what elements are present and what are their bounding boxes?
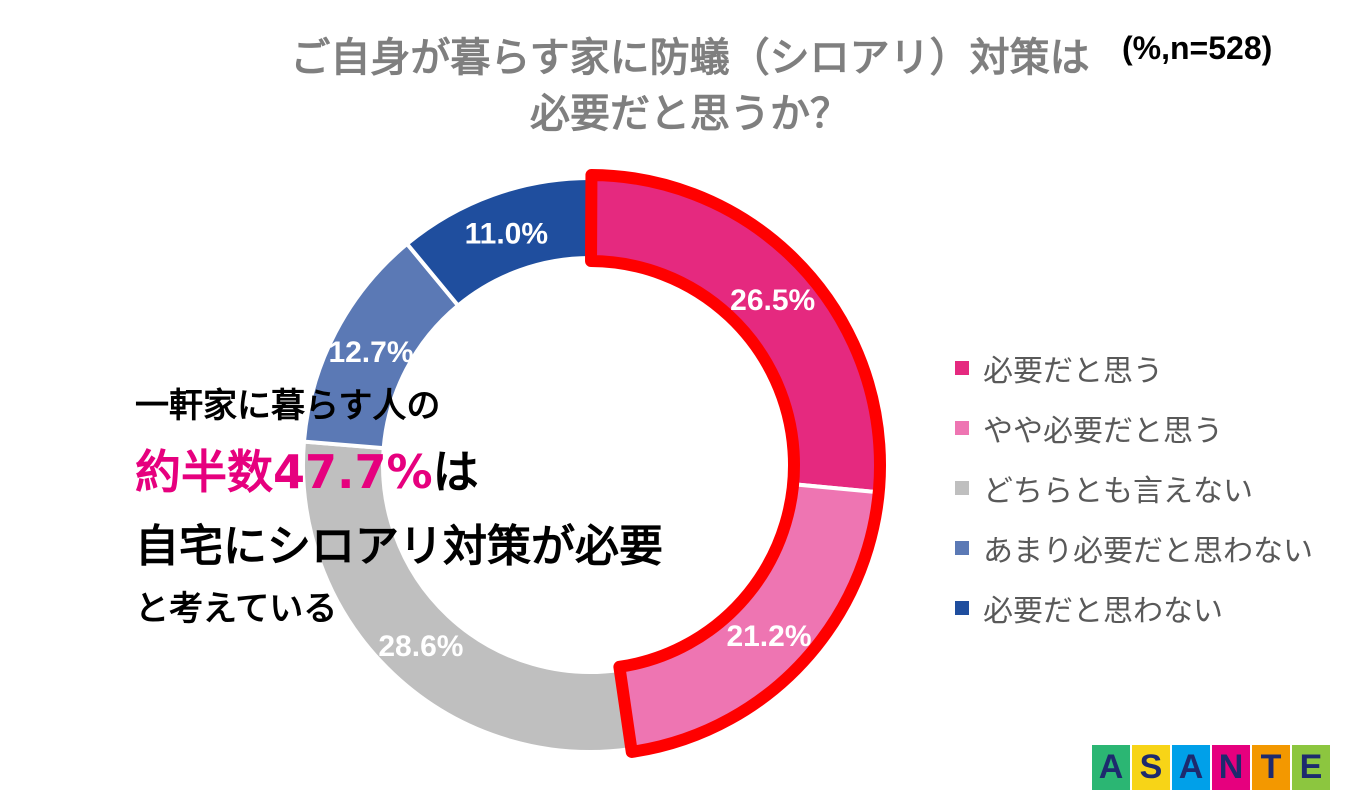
legend-swatch [955, 481, 969, 495]
chart-title-line2: 必要だと思うか？ [530, 91, 850, 137]
chart-legend: 必要だと思うやや必要だと思う どちらとも言えないあまり必要だと思わない 必要だと思わ… [955, 338, 1313, 638]
legend-label: あまり必要だと思わない [983, 534, 1313, 569]
donut-slice-3 [301, 439, 634, 754]
callout-line1: 一軒家に暮らす人の [135, 386, 441, 426]
data-label-3: 28.6% [378, 630, 463, 663]
legend-item-2: やや必要だと思う [955, 398, 1313, 458]
legend-swatch [955, 361, 969, 375]
legend-item-1: 必要だと思う [955, 338, 1313, 398]
chart-title: ご自身が暮らす家に防蟻（シロアリ）対策は 必要だと思うか？ [200, 30, 1180, 142]
legend-label: 必要だと思わない [983, 594, 1223, 629]
legend-item-4: あまり必要だと思わない [955, 518, 1313, 578]
highlight-outline [585, 169, 886, 758]
logo-letter: A [1092, 745, 1130, 790]
data-label-2: 21.2% [726, 620, 811, 653]
logo-letter: T [1252, 745, 1290, 790]
legend-swatch [955, 421, 969, 435]
data-label-1: 26.5% [730, 284, 815, 317]
legend-swatch [955, 601, 969, 615]
logo-letter: S [1132, 745, 1170, 790]
callout-line4: と考えている [135, 589, 338, 629]
legend-label: どちらとも言えない [983, 474, 1253, 509]
logo-letter: E [1292, 745, 1330, 790]
legend-label: 必要だと思う [983, 354, 1163, 389]
legend-label: やや必要だと思う [983, 414, 1223, 449]
callout-line2: 約半数47.7%は [135, 434, 663, 510]
chart-title-line1: ご自身が暮らす家に防蟻（シロアリ）対策は [290, 35, 1090, 81]
legend-swatch [955, 541, 969, 555]
callout-highlight: 約半数47.7% [135, 445, 433, 499]
legend-item-3: どちらとも言えない [955, 458, 1313, 518]
callout-line3: 自宅にシロアリ対策が必要 [135, 521, 663, 572]
data-label-5: 11.0% [465, 218, 548, 251]
logo-letter: N [1212, 745, 1250, 790]
sample-size-note: (%,n=528) [1122, 30, 1273, 66]
callout-text: 一軒家に暮らす人の 約半数47.7%は 自宅にシロアリ対策が必要 と考えている [135, 378, 663, 634]
legend-item-5: 必要だと思わない [955, 578, 1313, 638]
logo-letter: A [1172, 745, 1210, 790]
data-label-4: 12.7% [328, 336, 413, 369]
callout-line2-suffix: は [432, 445, 479, 499]
